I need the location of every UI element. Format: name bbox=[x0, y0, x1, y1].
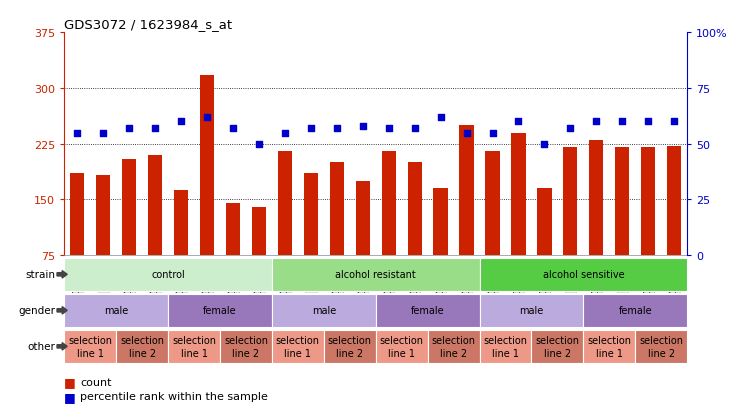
Bar bbox=[563, 148, 577, 256]
Bar bbox=[122, 159, 137, 256]
Point bbox=[564, 126, 576, 132]
Text: ■: ■ bbox=[64, 375, 76, 389]
Text: count: count bbox=[80, 377, 112, 387]
Point bbox=[461, 130, 472, 137]
Point bbox=[305, 126, 317, 132]
Bar bbox=[168, 330, 220, 363]
Point bbox=[279, 130, 291, 137]
Point bbox=[175, 119, 187, 126]
Bar bbox=[667, 147, 681, 256]
Bar bbox=[615, 148, 629, 256]
Point bbox=[253, 141, 265, 147]
Point bbox=[227, 126, 239, 132]
Bar bbox=[480, 259, 687, 291]
Bar bbox=[272, 330, 324, 363]
Bar bbox=[635, 330, 687, 363]
Point bbox=[97, 130, 109, 137]
Text: ■: ■ bbox=[64, 390, 76, 403]
Text: selection
line 2: selection line 2 bbox=[639, 335, 683, 358]
Point bbox=[357, 123, 368, 130]
Bar bbox=[251, 207, 266, 256]
Bar bbox=[376, 330, 428, 363]
Text: other: other bbox=[28, 342, 56, 351]
Point bbox=[331, 126, 343, 132]
Bar bbox=[330, 163, 344, 256]
Bar bbox=[376, 294, 480, 327]
Text: male: male bbox=[104, 306, 129, 316]
Bar bbox=[116, 330, 168, 363]
Bar bbox=[537, 189, 552, 256]
Bar bbox=[583, 330, 635, 363]
Bar bbox=[64, 294, 168, 327]
Text: GDS3072 / 1623984_s_at: GDS3072 / 1623984_s_at bbox=[64, 17, 232, 31]
Text: female: female bbox=[203, 306, 237, 316]
Point bbox=[539, 141, 550, 147]
Bar bbox=[433, 189, 448, 256]
Bar bbox=[64, 259, 272, 291]
Text: percentile rank within the sample: percentile rank within the sample bbox=[80, 392, 268, 401]
Bar bbox=[583, 294, 687, 327]
Bar bbox=[428, 330, 480, 363]
Bar bbox=[641, 148, 656, 256]
Point bbox=[409, 126, 420, 132]
Bar bbox=[70, 174, 85, 256]
Text: selection
line 1: selection line 1 bbox=[68, 335, 113, 358]
Point bbox=[383, 126, 395, 132]
Text: male: male bbox=[311, 306, 336, 316]
Bar bbox=[303, 174, 318, 256]
Text: selection
line 2: selection line 2 bbox=[327, 335, 372, 358]
Bar bbox=[407, 163, 422, 256]
Text: selection
line 1: selection line 1 bbox=[587, 335, 632, 358]
Bar bbox=[272, 259, 480, 291]
Text: alcohol sensitive: alcohol sensitive bbox=[542, 270, 624, 280]
Text: female: female bbox=[618, 306, 652, 316]
Bar bbox=[459, 126, 474, 256]
Text: control: control bbox=[151, 270, 185, 280]
Bar bbox=[200, 75, 214, 256]
Point bbox=[201, 114, 213, 121]
Bar bbox=[511, 133, 526, 256]
Text: strain: strain bbox=[26, 270, 56, 280]
Text: selection
line 1: selection line 1 bbox=[379, 335, 424, 358]
Point bbox=[512, 119, 524, 126]
Text: selection
line 1: selection line 1 bbox=[276, 335, 320, 358]
Point bbox=[149, 126, 161, 132]
Point bbox=[124, 126, 135, 132]
Text: selection
line 2: selection line 2 bbox=[120, 335, 164, 358]
Bar bbox=[278, 152, 292, 256]
Point bbox=[72, 130, 83, 137]
Point bbox=[616, 119, 628, 126]
Bar bbox=[531, 330, 583, 363]
Point bbox=[435, 114, 447, 121]
Bar bbox=[168, 294, 272, 327]
Text: male: male bbox=[519, 306, 544, 316]
Bar bbox=[148, 155, 162, 256]
Bar bbox=[272, 294, 376, 327]
Text: gender: gender bbox=[18, 306, 56, 316]
Text: selection
line 1: selection line 1 bbox=[172, 335, 216, 358]
Bar bbox=[220, 330, 272, 363]
Text: alcohol resistant: alcohol resistant bbox=[336, 270, 416, 280]
Bar bbox=[324, 330, 376, 363]
Point bbox=[643, 119, 654, 126]
Bar bbox=[480, 294, 583, 327]
Bar bbox=[355, 181, 370, 256]
Point bbox=[487, 130, 499, 137]
Bar bbox=[485, 152, 500, 256]
Bar bbox=[64, 330, 116, 363]
Bar bbox=[480, 330, 531, 363]
Text: selection
line 2: selection line 2 bbox=[224, 335, 268, 358]
Text: female: female bbox=[411, 306, 444, 316]
Bar bbox=[382, 152, 396, 256]
Bar bbox=[226, 204, 240, 256]
Bar bbox=[589, 141, 604, 256]
Point bbox=[591, 119, 602, 126]
Text: selection
line 2: selection line 2 bbox=[535, 335, 580, 358]
Bar bbox=[174, 190, 189, 256]
Bar bbox=[96, 176, 110, 256]
Text: selection
line 2: selection line 2 bbox=[431, 335, 476, 358]
Point bbox=[668, 119, 680, 126]
Text: selection
line 1: selection line 1 bbox=[483, 335, 528, 358]
